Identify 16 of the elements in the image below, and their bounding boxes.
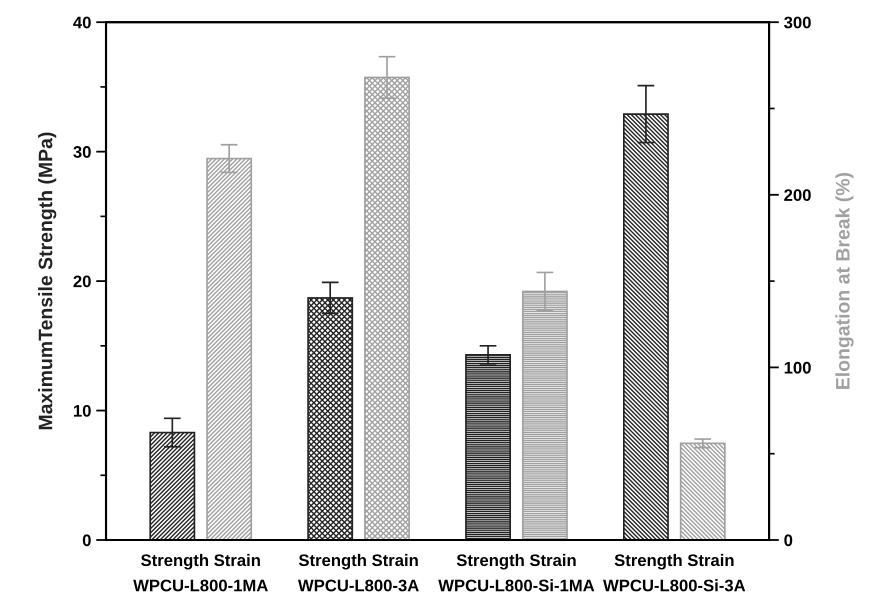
- y2-tick-label: 100: [784, 362, 811, 374]
- x-tick-label: Strength Strain WPCU-L800-3A: [298, 554, 419, 592]
- x-tick-label: Strength Strain WPCU-L800-1MA: [133, 554, 268, 592]
- y-tick-label: 0: [82, 534, 91, 546]
- y-tick-label: 30: [73, 146, 91, 158]
- x-tick-label: Strength Strain WPCU-L800-Si-1MA: [438, 554, 594, 592]
- y2-tick-label: 0: [784, 534, 792, 546]
- y-tick-label: 20: [73, 276, 91, 288]
- y2-axis-title: Elongation at Break (%): [835, 172, 854, 389]
- y-tick-label: 10: [74, 404, 91, 417]
- y2-tick-label: 200: [784, 189, 811, 202]
- bar: [680, 442, 726, 540]
- y-axis-title: MaximumTensile Strength (MPa): [38, 132, 56, 430]
- y-tick-label: 40: [73, 16, 91, 28]
- x-tick-label: Strength Strain WPCU-L800-Si-3A: [603, 554, 746, 592]
- y2-tick-label: 300: [784, 16, 811, 28]
